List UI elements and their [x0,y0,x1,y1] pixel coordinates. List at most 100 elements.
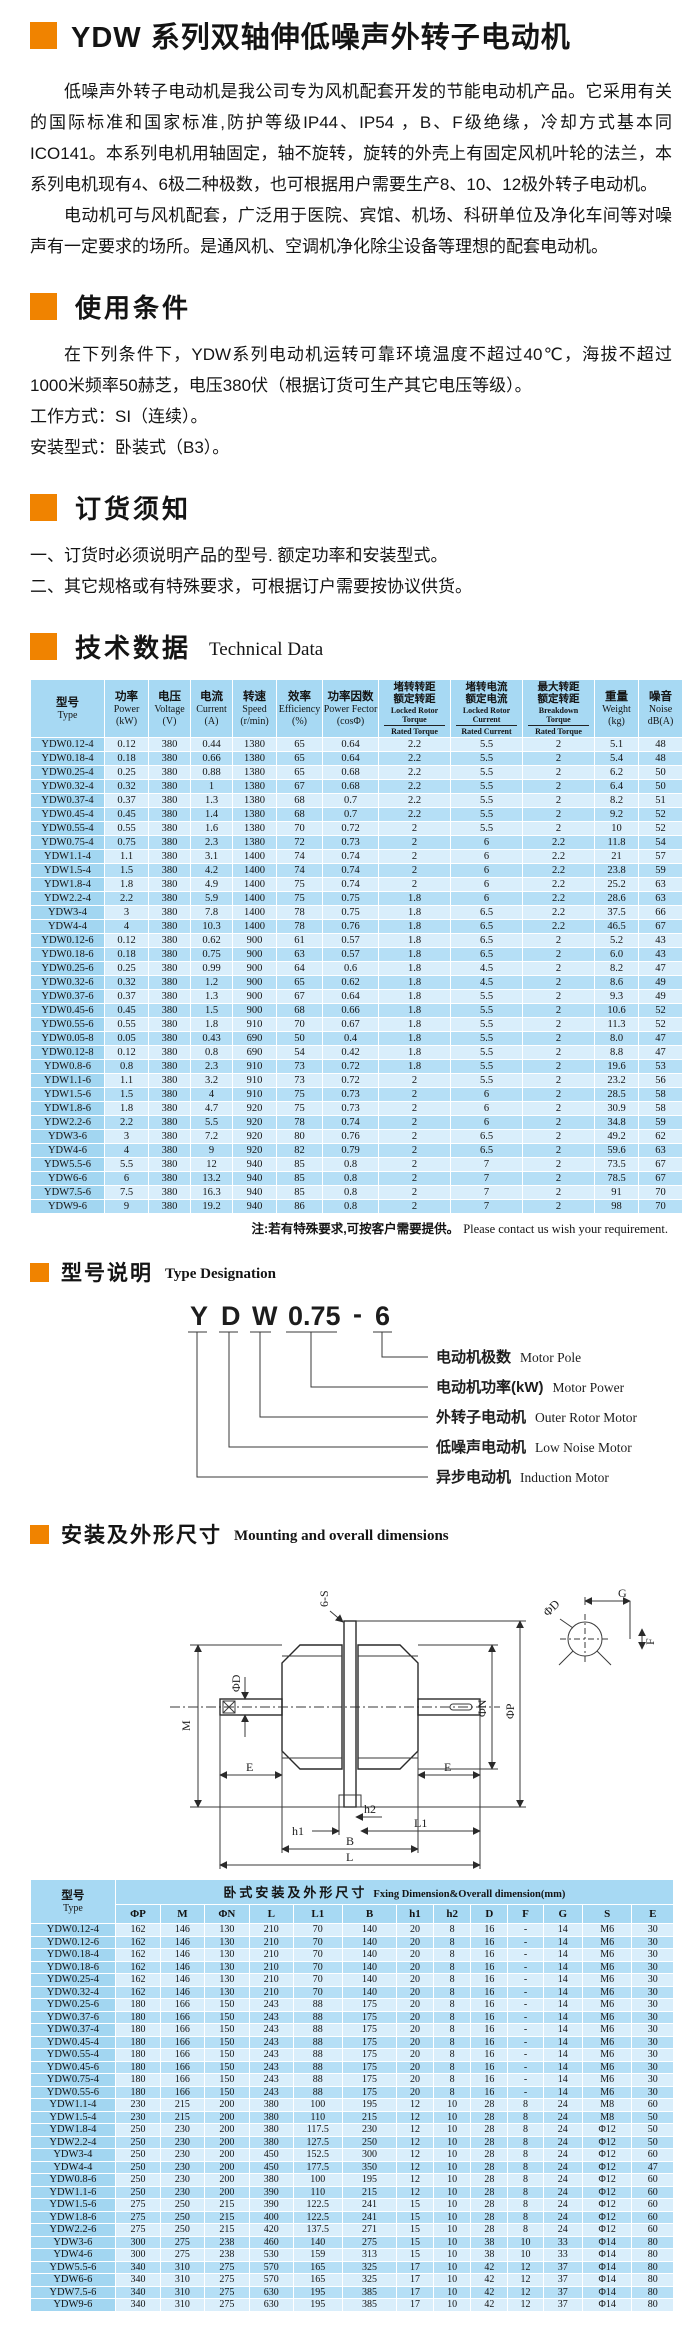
table-cell: 325 [342,2260,397,2274]
row-type-cell: YDW0.12-4 [30,1923,116,1937]
table-cell: 1.2 [190,975,233,990]
table-cell: 74 [276,849,323,864]
table-row: YDW1.5-4 1.5 380 4.2 1400 74 0.74 2 6 2.2 23.8 59 [30,863,683,878]
table-cell: 2.2 [522,863,595,878]
table-cell: 42 [470,2285,509,2299]
table-cell: 23.2 [594,1073,639,1088]
row-type-cell: YDW4-4 [30,2160,116,2174]
table-cell: 61 [276,933,323,948]
table-cell: 30 [631,1998,674,2012]
row-type-cell: YDW3-6 [30,2235,116,2249]
table-cell: M8 [581,2110,633,2124]
table-cell: 30.9 [594,1101,639,1116]
table-cell: 0.75 [322,905,379,920]
table-cell: 150 [203,2085,251,2099]
table-cell: 28 [470,2148,509,2162]
table-cell: 4.9 [190,877,233,892]
table-cell: M6 [581,1998,633,2012]
table-cell: 59 [638,863,683,878]
table-cell: 8 [433,2073,472,2087]
table-cell: 10 [433,2273,472,2287]
column-header-zh: 转速 [243,690,266,703]
row-type-cell: YDW1.8-4 [30,877,105,892]
table-cell: 1.8 [378,1059,451,1074]
table-row: YDW0.37-6 180 166 150 243 88 175 20 8 16-14 M6 30 [30,2010,674,2024]
table-cell: 162 [114,1935,162,1949]
table-cell: 920 [232,1143,277,1158]
table-row: YDW5.5-6 5.5 380 12 940 85 0.8 2 7 2 73.5 67 [30,1157,683,1172]
table-cell: 570 [249,2273,294,2287]
table-cell: 5.5 [450,807,523,822]
table-cell: 130 [203,1923,251,1937]
table-cell: 14 [542,1948,583,1962]
row-type-cell: YDW0.37-6 [30,2010,116,2024]
table-cell: 0.05 [104,1031,149,1046]
table-cell: 150 [203,2010,251,2024]
table-cell: 6.2 [594,765,639,780]
table-cell: 88 [292,2060,344,2074]
table-cell: 86 [276,1199,323,1214]
table-cell: M6 [581,2060,633,2074]
table-cell: 210 [249,1948,294,1962]
table-cell: 166 [160,2048,205,2062]
column-header-en: Noise [648,703,673,715]
table-row: YDW0.12-6 162 146 130 210 70 140 20 8 16-14 M6 30 [30,1935,674,1949]
orange-square-icon [30,1524,49,1544]
table-cell: 6 [450,1087,523,1102]
table-cell: 15 [395,2223,435,2237]
table-cell: Φ12 [581,2148,633,2162]
intro-paragraph-1: 低噪声外转子电动机是我公司专为风机配套开发的节能电动机产品。它采用有关的国际标准… [30,82,672,194]
table-cell: 25.2 [594,877,639,892]
section-usage-title: 使用条件 [75,293,192,323]
table-cell: 2 [522,1073,595,1088]
table-cell: 68 [276,807,323,822]
code-part-w: W [252,1301,278,1331]
table-cell: 250 [160,2198,205,2212]
table-cell: 2.2 [378,779,451,794]
table-cell: 8.6 [594,975,639,990]
row-type-cell: YDW1.8-6 [30,1101,105,1116]
table-cell: 85 [276,1185,323,1200]
table-cell: 2.3 [190,835,233,850]
table-cell: 910 [232,1059,277,1074]
table-cell: 1.5 [104,863,149,878]
table-cell: 4 [190,1087,233,1102]
table-cell: 80 [631,2273,674,2287]
table-cell: 57 [638,849,683,864]
table-cell: 117.5 [292,2123,344,2137]
table-cell: 215 [160,2098,205,2112]
table-cell: Φ12 [581,2210,633,2224]
table-cell: Φ14 [581,2235,633,2249]
row-type-cell: YDW0.55-6 [30,2085,116,2099]
table-cell: 65 [276,975,323,990]
table-cell: 2 [522,1199,595,1214]
table-cell: 23.8 [594,863,639,878]
table-cell: 28 [470,2110,509,2124]
table-cell: 3 [104,905,149,920]
table-cell: 34.8 [594,1115,639,1130]
table-cell: 6.0 [594,947,639,962]
ratio-header-en: Locked Rotor Torque Rated Torque [383,706,446,736]
table-note: 注:若有特殊要求,可按客户需要提供。 Please contact us wish… [30,1214,674,1237]
table-cell: 60 [631,2148,674,2162]
table-cell: 70 [276,821,323,836]
table-cell: 900 [232,989,277,1004]
table-cell: 42 [470,2273,509,2287]
table-cell: 5.5 [450,1045,523,1060]
table-cell: 380 [148,793,191,808]
table-cell: 2 [378,1101,451,1116]
table-cell: 300 [342,2148,397,2162]
table-cell: 14 [542,2048,583,2062]
column-header-en: Type [57,709,78,721]
table-cell: 2.2 [378,737,451,752]
table-cell: - [507,1998,544,2012]
row-type-cell: YDW2.2-6 [30,1115,105,1130]
table-cell: 250 [114,2135,162,2149]
table-cell: 59.6 [594,1143,639,1158]
table-cell: 940 [232,1171,277,1186]
table-cell: 6 [450,877,523,892]
table-cell: 175 [342,2085,397,2099]
table-row: YDW0.37-4 0.37 380 1.3 1380 68 0.7 2.2 5.5 2 8.2 51 [30,793,683,808]
table-cell: 2 [522,1045,595,1060]
column-header-zh: 电流 [200,690,223,703]
